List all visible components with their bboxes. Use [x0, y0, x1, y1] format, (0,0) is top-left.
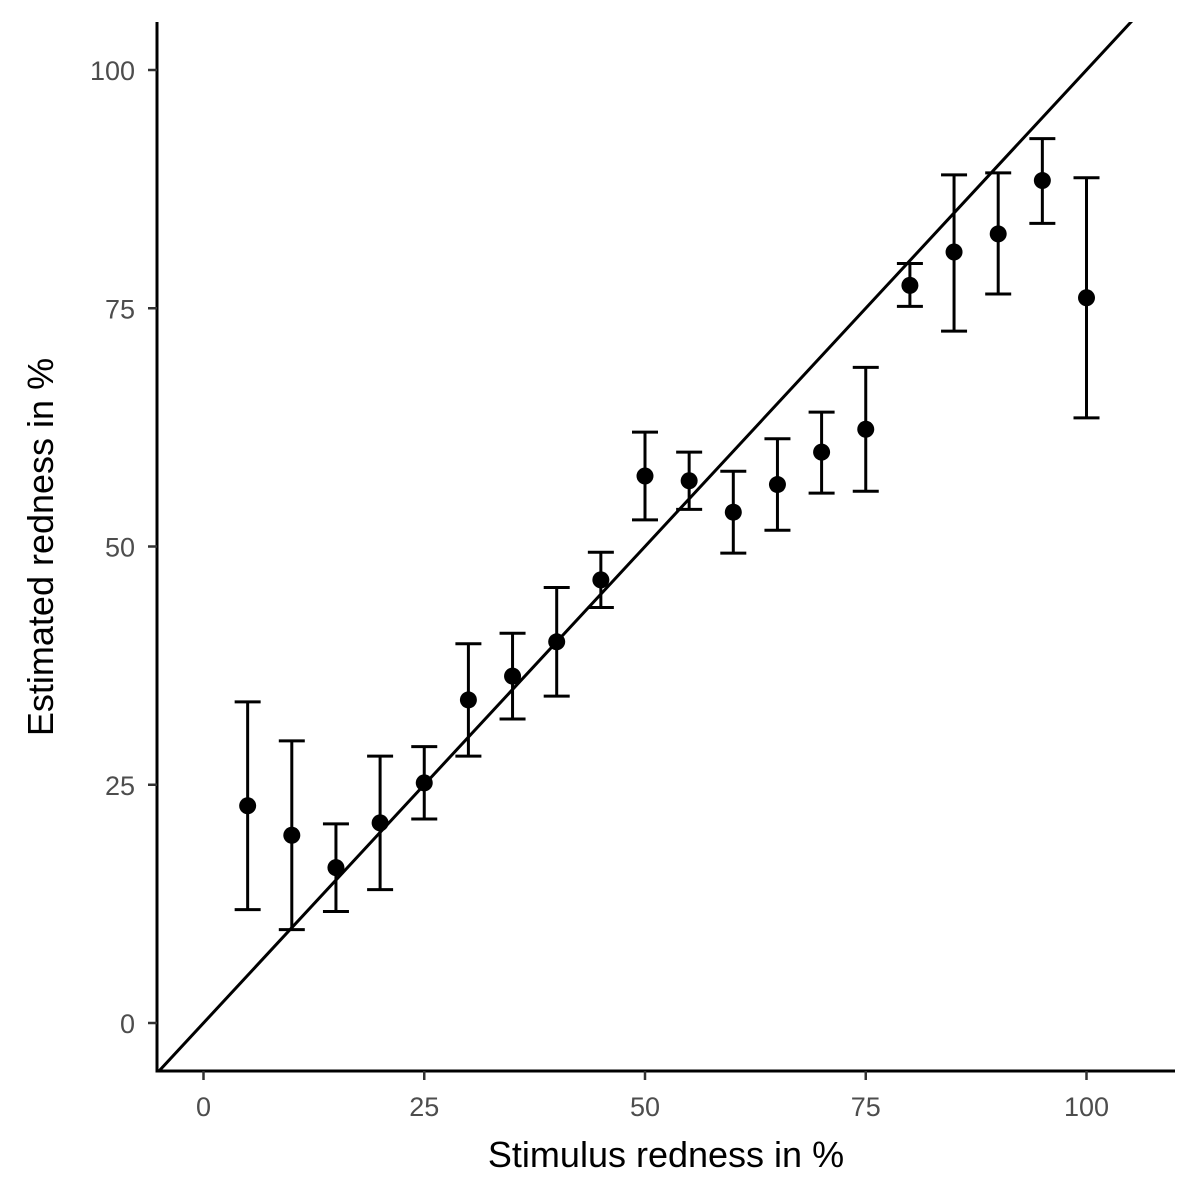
- data-point: [768, 476, 786, 494]
- errorbar-layer: [234, 137, 1100, 932]
- axis-layer: 0 25 50 75 100 0 25 50 75 100: [90, 22, 1175, 1122]
- y-tick-label: 75: [105, 294, 135, 324]
- y-tick-label: 100: [90, 56, 135, 86]
- x-tick-label: 50: [630, 1092, 660, 1122]
- data-point: [592, 571, 610, 589]
- data-point: [371, 814, 389, 832]
- data-point: [239, 797, 257, 815]
- data-point: [327, 859, 345, 877]
- data-point: [504, 667, 522, 685]
- point-layer: [239, 172, 1095, 877]
- data-point: [415, 774, 433, 792]
- data-point: [901, 276, 919, 294]
- data-point: [989, 225, 1007, 243]
- y-tick-label: 0: [120, 1009, 135, 1039]
- x-tick-label: 25: [409, 1092, 439, 1122]
- data-point: [548, 633, 566, 651]
- data-point: [283, 826, 301, 844]
- x-axis-title: Stimulus redness in %: [488, 1134, 844, 1175]
- y-tick-label: 50: [105, 533, 135, 563]
- y-tick-label: 25: [105, 771, 135, 801]
- data-point: [813, 443, 831, 461]
- data-point: [1078, 289, 1095, 307]
- data-point: [724, 503, 742, 521]
- data-point: [636, 467, 654, 485]
- x-tick-label: 100: [1064, 1092, 1109, 1122]
- x-tick-label: 0: [196, 1092, 211, 1122]
- data-point: [857, 420, 875, 438]
- identity-line: [158, 22, 1134, 1071]
- data-point: [680, 472, 698, 490]
- y-axis-title: Estimated redness in %: [20, 358, 61, 736]
- data-point: [945, 243, 963, 261]
- data-point: [459, 691, 477, 709]
- data-point: [1033, 172, 1051, 190]
- x-tick-label: 75: [851, 1092, 881, 1122]
- reference-layer: [158, 22, 1134, 1071]
